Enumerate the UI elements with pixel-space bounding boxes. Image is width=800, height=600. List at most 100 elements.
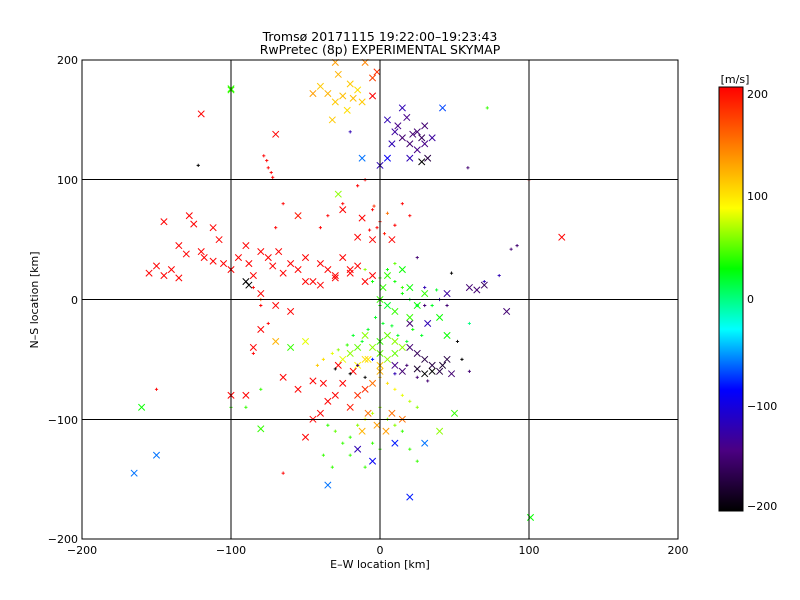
data-point-cross [324,266,332,274]
colorbar-tick-label: −100 [747,400,777,413]
colorbar-tick-label: 100 [747,190,768,203]
data-point-plus [515,244,519,248]
data-point-cross [368,74,377,82]
data-point-cross [275,248,283,256]
x-axis-label: E–W location [km] [330,558,430,571]
data-point-cross [368,457,377,465]
data-point-plus [326,423,330,427]
data-point-cross [234,254,243,262]
x-tick-label: 0 [377,544,384,557]
data-point-plus [372,204,376,208]
data-point-cross [316,260,324,268]
data-point-plus [460,357,464,361]
data-point-plus [373,315,378,320]
data-point-plus [467,321,471,326]
data-point-plus [281,471,285,475]
data-point-cross [245,281,253,289]
data-point-cross [339,92,347,100]
chart-title: Tromsø 20171115 19:22:00–19:23:43 [262,29,498,44]
data-point-plus [265,158,269,163]
data-point-cross [309,377,317,385]
data-point-cross [209,224,217,232]
data-point-cross [503,307,511,316]
data-point-plus [356,423,360,427]
colorbar-label: [m/s] [721,73,750,86]
data-point-cross [383,331,392,339]
data-point-cross [346,403,354,411]
data-point-plus [423,303,427,308]
data-point-cross [413,146,421,154]
y-tick-label: 100 [57,174,78,187]
data-point-cross [200,254,208,262]
data-point-cross [358,154,366,162]
y-tick-label: −100 [48,414,78,427]
data-point-plus [415,375,419,379]
data-point-cross [190,220,198,228]
data-point-cross [398,367,406,375]
data-point-cross [558,233,566,241]
data-point-cross [219,260,228,268]
data-point-cross [334,361,342,369]
grid-lines [82,60,678,539]
data-point-cross [272,337,280,345]
data-point-cross [197,110,205,118]
data-point-plus [393,372,397,376]
data-point-plus [363,267,367,272]
y-tick-label: 0 [71,294,78,307]
data-point-cross [316,281,324,289]
data-point-cross [373,421,381,429]
data-point-cross [346,349,354,357]
data-point-cross [361,385,369,393]
data-point-cross [480,281,488,289]
data-point-plus [420,333,424,338]
data-point-cross [418,134,426,142]
data-point-cross [324,481,332,489]
data-point-cross [182,250,190,258]
y-tick-labels: 200 100 0 −100 −200 [48,54,78,546]
data-point-cross [413,128,421,136]
data-point-cross [443,331,451,339]
data-point-cross [301,337,310,345]
data-point-plus [415,459,419,463]
data-point-cross [406,319,414,328]
data-point-plus [370,411,375,415]
data-point-plus [400,285,404,290]
data-point-plus [400,202,404,206]
data-point-cross [264,254,272,262]
data-point-cross [309,277,317,286]
data-point-cross [358,214,366,222]
data-point-cross [436,313,444,322]
data-point-cross [421,122,429,130]
data-point-cross [245,260,253,268]
data-point-cross [406,493,414,501]
data-point-cross [406,283,414,292]
data-point-cross [361,355,369,363]
data-point-plus [321,453,325,457]
data-point-cross [331,98,339,106]
data-point-cross [339,206,347,214]
colorbar-frame [718,86,744,512]
data-point-cross [242,391,250,399]
data-point-cross [324,89,332,98]
data-point-cross [287,260,295,268]
data-point-cross [331,271,339,280]
data-point-plus [321,357,325,361]
data-point-cross [443,289,451,298]
data-point-cross [428,361,436,369]
data-point-plus [318,226,322,230]
data-point-cross [361,277,369,286]
data-point-cross [152,451,161,459]
data-point-cross [130,469,138,477]
data-point-cross [319,379,327,387]
data-point-plus [393,223,397,227]
data-point-cross [436,367,444,375]
data-point-cross [334,70,342,78]
data-point-cross [428,367,436,375]
colorbar-tick-label: −200 [747,500,777,513]
data-point-plus [385,211,390,215]
data-point-cross [354,233,362,241]
data-point-cross [368,236,377,244]
data-point-cross [185,212,193,220]
data-point-cross [388,409,396,417]
data-point-cross [301,277,310,286]
